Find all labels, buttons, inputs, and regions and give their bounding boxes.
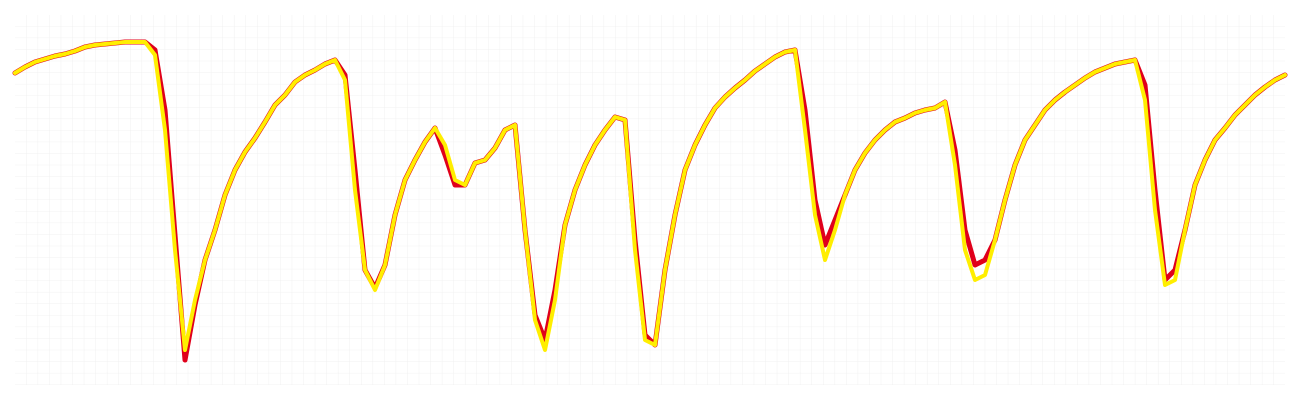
grid [15, 15, 1285, 385]
series-line [13, 40, 1287, 352]
